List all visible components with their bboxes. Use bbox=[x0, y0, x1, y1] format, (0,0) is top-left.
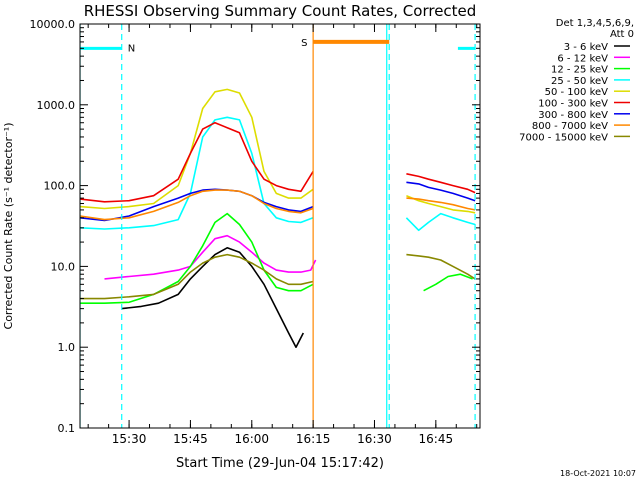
series-line bbox=[104, 234, 317, 280]
x-axis-label: Start Time (29-Jun-04 15:17:42) bbox=[176, 456, 384, 471]
x-tick-label: 16:45 bbox=[419, 432, 454, 446]
series-line bbox=[406, 181, 476, 202]
x-tick-label: 15:30 bbox=[112, 432, 147, 446]
series-line bbox=[406, 173, 476, 194]
series-line bbox=[121, 247, 305, 349]
legend-entry-label: 300 - 800 keV bbox=[538, 110, 608, 121]
x-tick-label: 15:45 bbox=[173, 432, 208, 446]
series-line bbox=[80, 189, 314, 221]
y-tick-label: 10000.0 bbox=[30, 18, 76, 31]
y-tick-label: 1000.0 bbox=[37, 99, 76, 112]
x-tick-label: 16:30 bbox=[357, 432, 392, 446]
y-axis-label: Corrected Count Rate (s⁻¹ detector⁻¹) bbox=[2, 123, 15, 330]
legend-entry-label: 12 - 25 keV bbox=[551, 65, 608, 76]
x-tick-label: 16:15 bbox=[296, 432, 331, 446]
y-tick-label: 0.1 bbox=[58, 422, 76, 435]
saa-segment-label: S bbox=[301, 38, 307, 49]
legend-entry-label: 50 - 100 keV bbox=[545, 87, 609, 98]
series-line bbox=[405, 212, 476, 232]
legend-entry-label: 800 - 7000 keV bbox=[532, 121, 608, 132]
plot-frame bbox=[79, 23, 481, 429]
night-segment-label: N bbox=[128, 43, 135, 54]
series-line bbox=[80, 253, 314, 300]
series-line bbox=[80, 116, 314, 230]
series-line bbox=[423, 273, 473, 292]
series-line bbox=[80, 121, 314, 203]
chart-title: RHESSI Observing Summary Count Rates, Co… bbox=[84, 2, 477, 20]
series-line bbox=[80, 88, 314, 210]
legend-entry-label: 3 - 6 keV bbox=[564, 42, 608, 53]
legend-header: Att 0 bbox=[610, 29, 634, 40]
y-tick-label: 100.0 bbox=[44, 180, 76, 193]
legend-entry-label: 7000 - 15000 keV bbox=[519, 132, 608, 143]
series-line bbox=[80, 212, 314, 305]
legend-entry-label: 25 - 50 keV bbox=[551, 76, 608, 87]
date-stamp: 18-Oct-2021 10:07 bbox=[560, 469, 636, 478]
x-tick-label: 16:00 bbox=[234, 432, 269, 446]
y-tick-label: 1.0 bbox=[58, 341, 76, 354]
legend-header: Det 1,3,4,5,6,9, bbox=[556, 18, 634, 29]
legend-entry-label: 100 - 300 keV bbox=[538, 99, 608, 110]
series-line bbox=[406, 197, 476, 211]
series-line bbox=[406, 253, 476, 280]
y-tick-label: 10.0 bbox=[51, 260, 76, 273]
legend-entry-label: 6 - 12 keV bbox=[557, 53, 608, 64]
series-line bbox=[406, 194, 476, 214]
